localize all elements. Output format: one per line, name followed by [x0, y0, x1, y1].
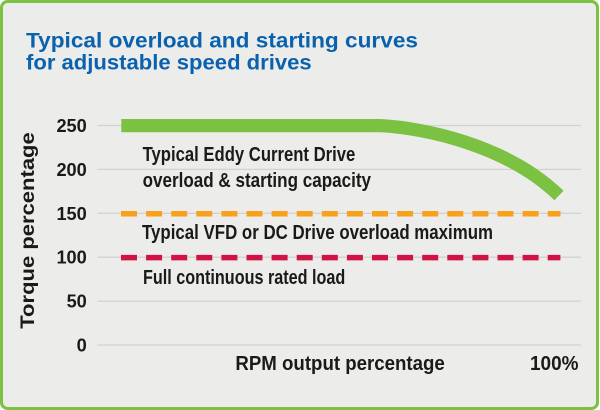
svg-text:Typical Eddy Current Drive: Typical Eddy Current Drive	[143, 143, 356, 166]
svg-text:0: 0	[77, 336, 87, 356]
svg-text:100%: 100%	[530, 352, 579, 375]
svg-text:Typical VFD or DC Drive overlo: Typical VFD or DC Drive overload maximum	[142, 221, 493, 244]
svg-text:150: 150	[56, 204, 86, 224]
svg-text:250: 250	[56, 116, 86, 136]
svg-text:Torque percentage: Torque percentage	[17, 132, 39, 329]
svg-text:Typical overload and starting: Typical overload and starting curves	[26, 29, 418, 53]
svg-text:Full continuous rated load: Full continuous rated load	[143, 266, 345, 289]
svg-text:100: 100	[56, 248, 86, 268]
svg-text:for adjustable speed drives: for adjustable speed drives	[26, 51, 312, 75]
svg-text:overload & starting capacity: overload & starting capacity	[143, 169, 372, 192]
svg-text:RPM output percentage: RPM output percentage	[235, 352, 444, 375]
svg-text:200: 200	[56, 160, 86, 180]
svg-text:50: 50	[67, 292, 87, 312]
